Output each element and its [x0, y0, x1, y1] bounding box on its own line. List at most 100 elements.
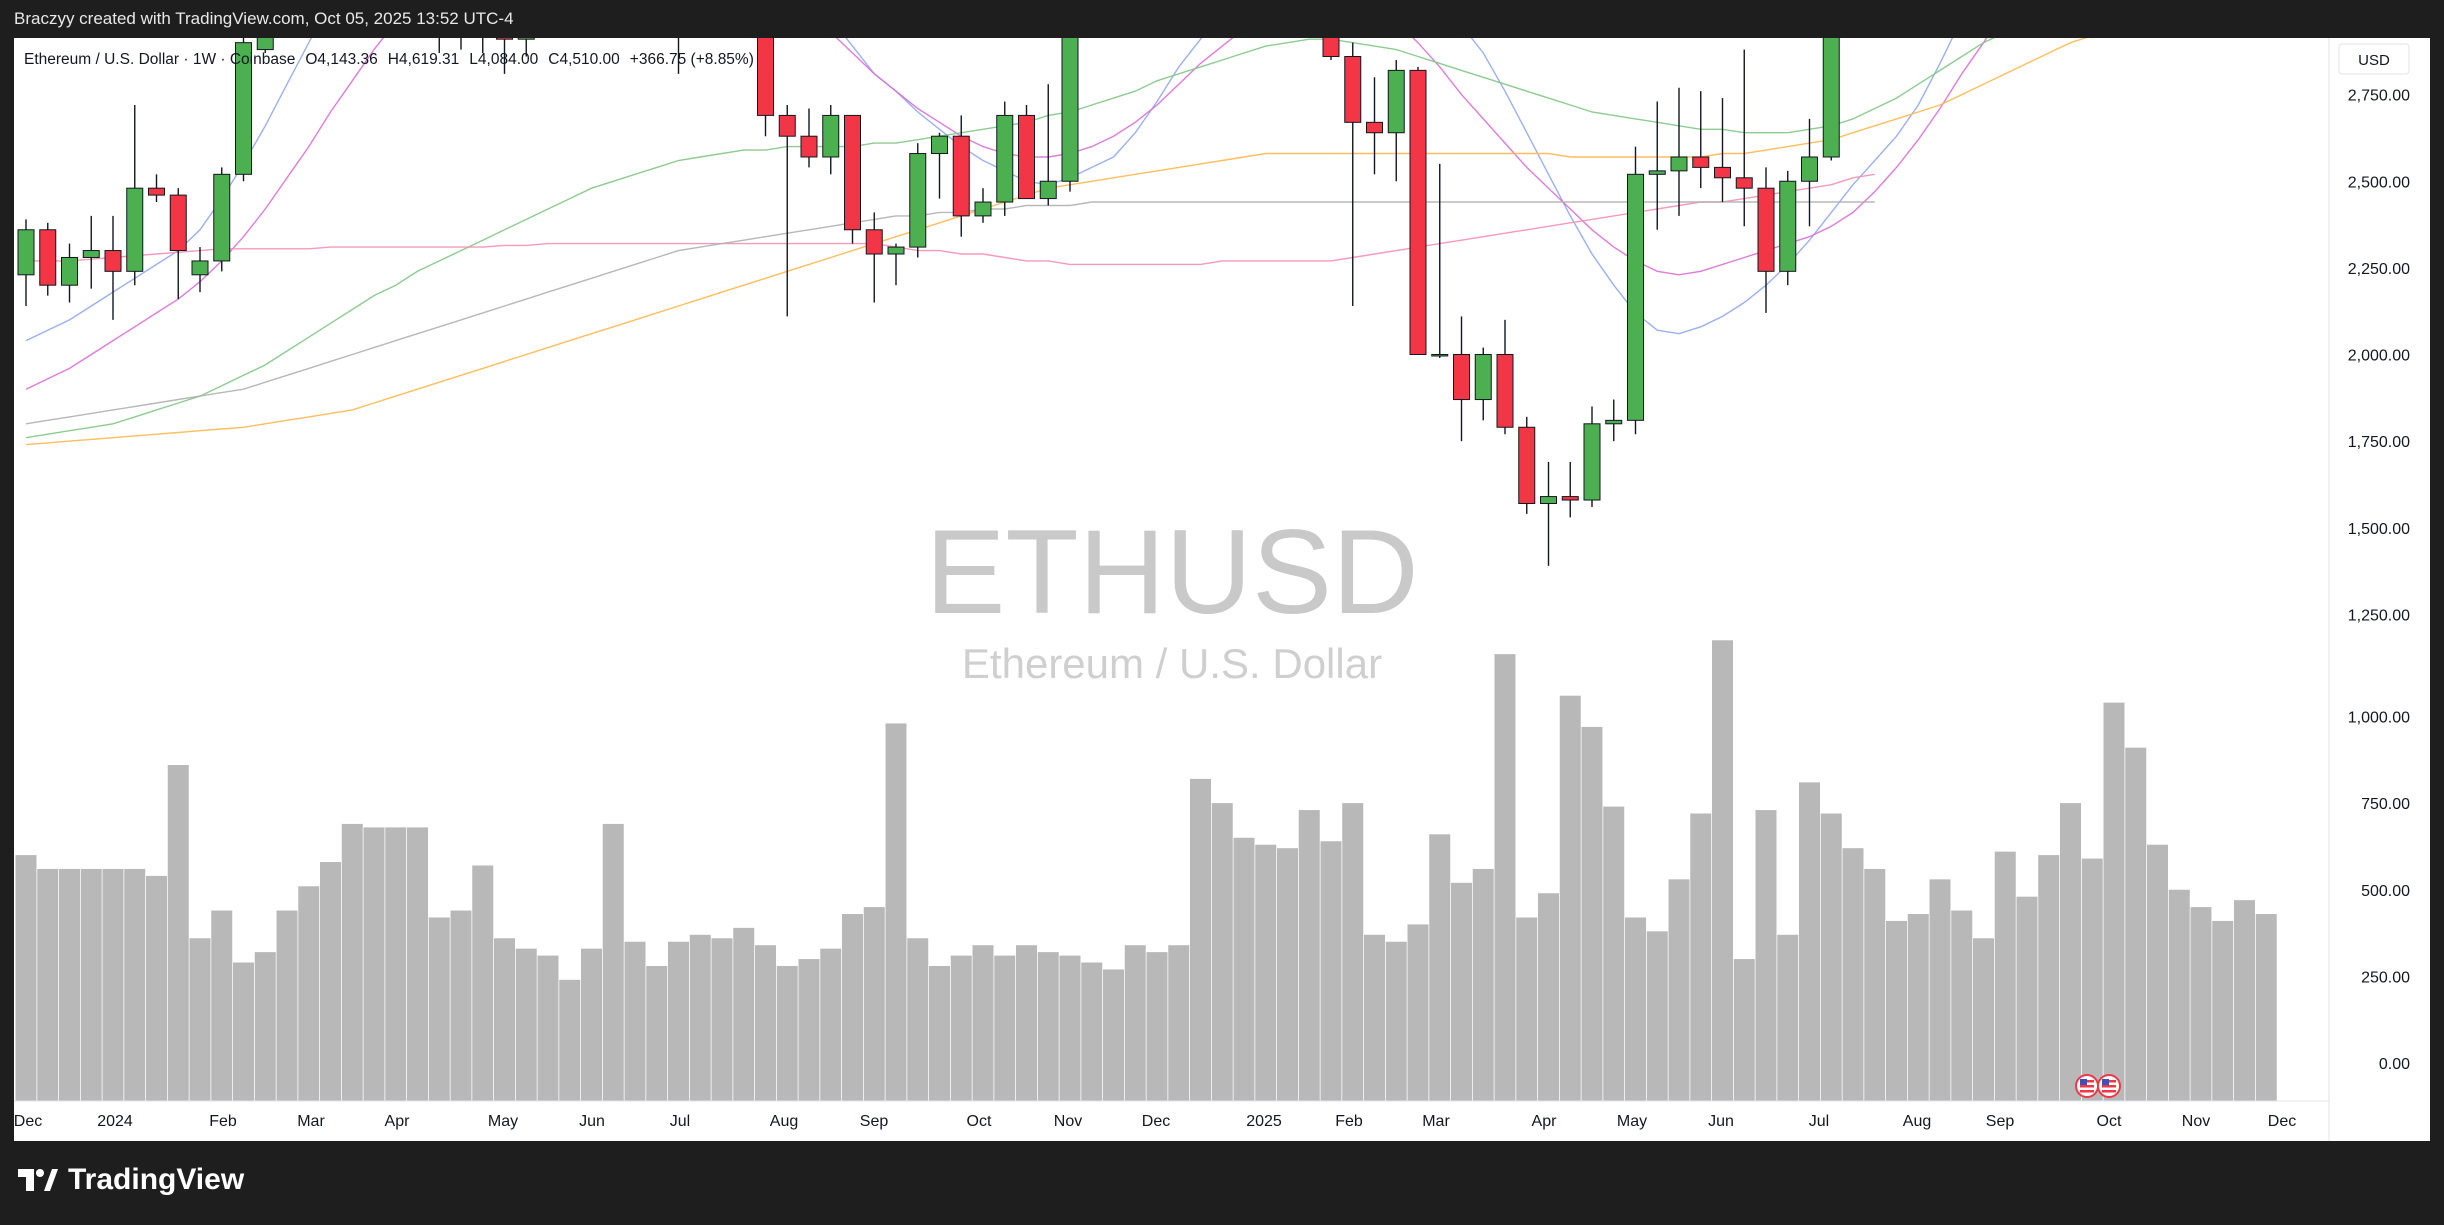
candle-body-up — [1648, 170, 1666, 175]
volume-bar — [602, 823, 624, 1101]
volume-bar — [1407, 924, 1429, 1101]
tradingview-logo[interactable]: TradingView — [18, 1163, 244, 1197]
volume-bar — [2234, 900, 2255, 1101]
volume-bar — [2103, 702, 2125, 1101]
tradingview-brand: TradingView — [68, 1163, 245, 1196]
candle-body-down — [1714, 166, 1731, 179]
volume-bar — [1755, 810, 1777, 1101]
candle-body-down — [1409, 69, 1427, 356]
volume-bar — [1907, 914, 1929, 1101]
volume-bar — [1516, 917, 1538, 1101]
time-axis-label: 2025 — [1246, 1113, 1282, 1130]
candle-body-down — [1322, 38, 1340, 58]
volume-bar — [1081, 962, 1103, 1101]
volume-bar — [907, 938, 929, 1101]
candle — [235, 38, 252, 182]
volume-bar — [1951, 910, 1973, 1101]
volume-bar — [581, 948, 602, 1101]
time-axis-label: Dec — [1142, 1113, 1170, 1130]
candle-body-down — [1366, 121, 1383, 134]
volume-bar — [1146, 952, 1168, 1101]
legend-close: C4,510.00 — [548, 51, 620, 68]
volume-bar — [1255, 844, 1277, 1101]
volume-bar — [2168, 889, 2190, 1101]
candle-body-up — [1583, 423, 1601, 501]
price-axis-label: 500.00 — [2361, 883, 2410, 900]
candle-body-up — [1822, 38, 1840, 158]
time-axis-label: Apr — [1532, 1113, 1558, 1130]
volume-bar — [320, 862, 341, 1101]
candle — [1735, 49, 1753, 227]
volume-bar — [711, 938, 733, 1101]
candle — [1670, 87, 1688, 216]
time-axis-label: Dec — [2268, 1113, 2296, 1130]
volume-bar — [1277, 848, 1298, 1101]
candle-body-down — [1757, 187, 1775, 272]
volume-bar — [1342, 803, 1364, 1101]
volume-bar — [776, 965, 798, 1101]
candle — [1322, 38, 1340, 60]
volume-bar — [1820, 813, 1842, 1101]
volume-bar — [2038, 855, 2060, 1101]
candle — [1822, 38, 1840, 161]
volume-bar — [1451, 882, 1472, 1101]
volume-bar — [102, 868, 124, 1101]
candle-body-up — [191, 260, 209, 276]
volume-bar — [124, 868, 146, 1101]
time-axis-label: Feb — [209, 1113, 237, 1130]
volume-bar — [494, 938, 515, 1101]
volume-bar — [755, 945, 776, 1101]
volume-bar — [1168, 945, 1190, 1101]
volume-bar — [1733, 959, 1755, 1101]
candle-body-up — [256, 38, 274, 51]
currency-box — [2338, 43, 2410, 75]
candle — [1648, 101, 1666, 230]
candle — [844, 114, 861, 244]
candle-body-down — [1692, 156, 1710, 168]
legend-high: H4,619.31 — [388, 51, 460, 68]
us-flag-stripe — [2080, 1085, 2094, 1088]
time-axis-label: 2024 — [97, 1113, 133, 1130]
candle — [82, 215, 100, 289]
candle — [104, 215, 122, 320]
candle — [1714, 98, 1731, 203]
candle — [1561, 461, 1579, 518]
candle-body-down — [104, 250, 122, 272]
watermark-name: Ethereum / U.S. Dollar — [962, 640, 1382, 687]
candle — [191, 247, 209, 293]
price-axis-label: 1,250.00 — [2348, 607, 2410, 624]
time-axis-label: Oct — [2097, 1113, 2122, 1130]
time-axis-label: Mar — [297, 1113, 325, 1130]
volume-bar — [2212, 920, 2234, 1101]
candle — [1757, 167, 1775, 313]
price-axis-label: 2,750.00 — [2348, 88, 2410, 105]
volume-bar — [1973, 938, 1994, 1101]
candle — [865, 212, 883, 303]
candle-body-up — [1779, 180, 1797, 272]
candle-body-up — [1039, 180, 1057, 200]
watermark-symbol: ETHUSD — [925, 505, 1418, 639]
time-axis-label: Dec — [14, 1113, 42, 1130]
volume-bar — [80, 868, 102, 1101]
volume-bar — [1668, 879, 1690, 1101]
volume-bar — [233, 962, 254, 1101]
candle-body-down — [1735, 177, 1753, 189]
volume-bar — [950, 955, 972, 1101]
volume-bar — [1538, 893, 1559, 1101]
candle-body-up — [1061, 38, 1079, 182]
candle-body-down — [148, 187, 165, 196]
us-flag-icon — [2097, 1074, 2121, 1098]
candle — [1039, 84, 1057, 206]
price-axis-label: 1,500.00 — [2348, 521, 2410, 538]
candle-body-up — [1670, 156, 1688, 172]
tradingview-logo-icon — [18, 1169, 58, 1191]
candle-body-up — [909, 153, 927, 248]
volume-bar — [1298, 810, 1320, 1101]
candle-body-up — [17, 229, 35, 276]
volume-bar — [689, 934, 711, 1101]
volume-bar — [1429, 834, 1451, 1101]
candle — [1474, 347, 1492, 421]
time-axis-label: May — [488, 1113, 518, 1130]
